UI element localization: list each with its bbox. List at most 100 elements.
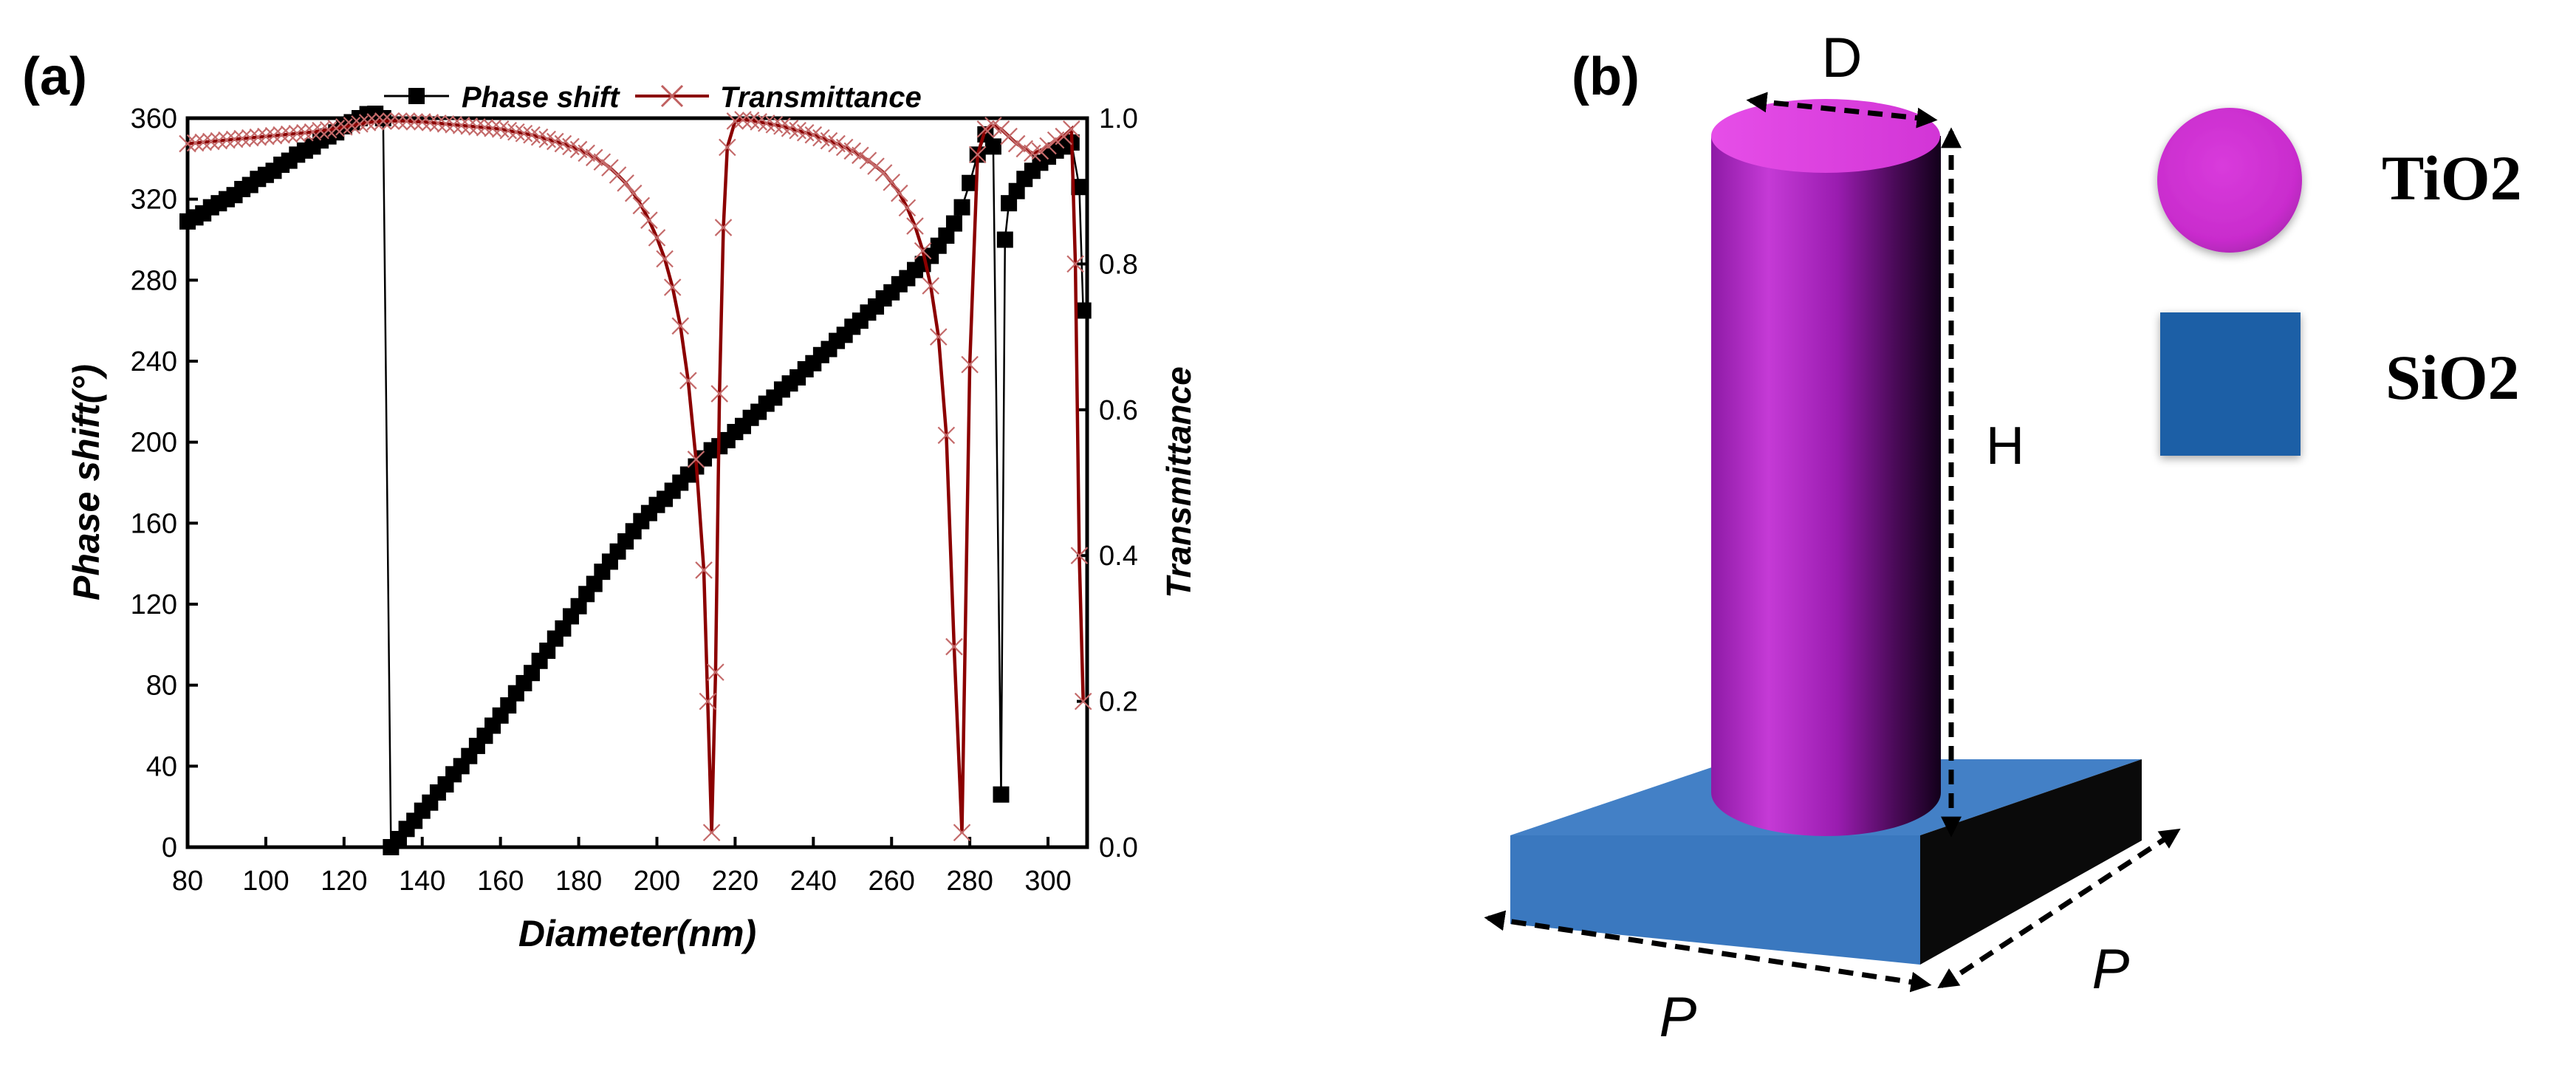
panel-a: (a) 80 100 120 140 160 180 200 220 240 260 280 300 0… — [22, 47, 1198, 954]
transmittance-point — [499, 122, 518, 140]
phase-shift-point — [953, 199, 970, 216]
transmittance-point — [484, 120, 501, 137]
transmittance-point — [906, 217, 924, 235]
transmittance-point — [194, 133, 212, 151]
transmittance-point — [233, 129, 251, 148]
panel-b: (b) D H P P TiO2 SiO2 — [1484, 27, 2522, 1049]
transmittance-point — [898, 199, 917, 217]
transmittance-point — [1066, 255, 1084, 273]
transmittance-point — [210, 131, 228, 150]
x-tick-label: 260 — [869, 866, 915, 897]
x-tick-label: 240 — [790, 866, 837, 897]
transmittance-point — [218, 131, 236, 149]
transmittance-point — [671, 317, 690, 335]
y-axis-title: Phase shift(°) — [66, 364, 107, 600]
transmittance-point — [507, 123, 525, 141]
transmittance-point — [1039, 137, 1057, 155]
transmittance-point — [476, 119, 494, 137]
x-tick-label: 300 — [1024, 866, 1071, 897]
transmittance-point — [179, 134, 196, 153]
y2-tick-label: 0.8 — [1099, 249, 1138, 280]
transmittance-point — [624, 184, 643, 202]
x-tick-label: 200 — [634, 866, 680, 897]
transmittance-point — [617, 174, 634, 192]
phase-shift-point — [945, 215, 962, 232]
transmittance-point — [468, 118, 486, 136]
phase-shift-point — [984, 138, 1001, 155]
transmittance-point — [186, 134, 205, 152]
panel-a-label: (a) — [22, 47, 87, 106]
transmittance-point — [257, 127, 275, 146]
y2-tick-label: 1.0 — [1099, 103, 1138, 134]
dimension-p-side-label: P — [2092, 938, 2130, 1001]
y-tick-label: 0 — [162, 832, 177, 863]
transmittance-point — [699, 692, 717, 711]
transmittance-point — [687, 451, 705, 468]
transmittance-point — [734, 111, 752, 129]
y-tick-label: 200 — [131, 428, 177, 459]
transmittance-point — [288, 124, 306, 143]
x-tick-label: 220 — [712, 866, 758, 897]
transmittance-point — [374, 112, 392, 130]
y-tick-label: 360 — [131, 103, 177, 134]
transmittance-point — [429, 114, 447, 132]
transmittance-point — [852, 146, 869, 165]
x-tick-label: 160 — [477, 866, 524, 897]
y-tick-label: 120 — [131, 589, 177, 620]
transmittance-point — [953, 824, 971, 842]
transmittance-point — [1063, 120, 1080, 138]
phase-shift-point — [962, 174, 979, 191]
phase-shift-point — [993, 786, 1010, 803]
transmittance-point — [405, 113, 423, 131]
transmittance-point — [241, 129, 259, 147]
transmittance-point — [319, 121, 338, 139]
transmittance-point — [304, 123, 322, 141]
axis-ticks — [186, 117, 1087, 849]
y2-tick-label: 0.6 — [1099, 395, 1138, 426]
y-tick-label: 40 — [146, 751, 177, 782]
x-tick-label: 280 — [946, 866, 993, 897]
transmittance-point — [695, 561, 713, 579]
y-tick-label: 320 — [131, 185, 177, 216]
transmittance-point — [929, 328, 948, 346]
transmittance-point — [343, 117, 361, 134]
transmittance-point — [358, 114, 377, 131]
transmittance-point — [382, 112, 400, 130]
transmittance-point — [578, 144, 595, 162]
transmittance-point — [327, 120, 346, 137]
transmittance-point — [937, 426, 956, 445]
x-tick-label: 140 — [399, 866, 445, 897]
transmittance-point — [632, 196, 651, 215]
x-tick-label: 120 — [321, 866, 367, 897]
transmittance-point — [867, 157, 885, 175]
transmittance-point — [679, 372, 697, 390]
y2-axis-title: Transmittance — [1159, 366, 1198, 598]
transmittance-point — [874, 164, 893, 182]
transmittance-point — [280, 125, 298, 143]
y2-tick-label: 0.2 — [1099, 687, 1138, 718]
transmittance-point — [707, 663, 724, 681]
x-tick-label: 100 — [242, 866, 289, 897]
y2-tick-label: 0.0 — [1099, 832, 1138, 863]
material-legend: TiO2 SiO2 — [2157, 108, 2522, 456]
transmittance-point — [656, 250, 674, 268]
transmittance-point — [1015, 140, 1034, 158]
sio2-legend-label: SiO2 — [2385, 342, 2520, 413]
y-tick-label: 80 — [146, 671, 177, 702]
x-axis-title: Diameter(nm) — [518, 913, 756, 954]
transmittance-point — [445, 116, 462, 134]
sio2-legend-swatch — [2160, 312, 2301, 456]
chart-legend: Phase shift Transmittance — [384, 81, 922, 114]
transmittance-point — [397, 112, 416, 130]
transmittance-point — [421, 114, 439, 131]
transmittance-point — [726, 112, 744, 130]
transmittance-point — [1074, 692, 1092, 711]
transmittance-point — [1031, 142, 1049, 160]
transmittance-point — [264, 126, 283, 145]
transmittance-point — [413, 113, 431, 131]
dimension-p-front-arrow — [1484, 910, 1932, 993]
transmittance-point — [922, 277, 939, 295]
transmittance-point — [312, 122, 329, 140]
